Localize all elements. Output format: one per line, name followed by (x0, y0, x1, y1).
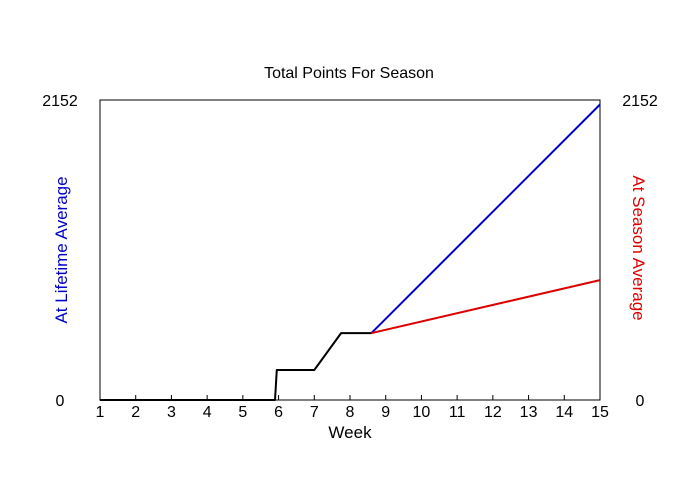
x-tick-label: 5 (238, 404, 247, 421)
y-axis-label-right: At Season Average (629, 175, 648, 320)
y-tick-label-left: 2152 (42, 93, 78, 110)
x-tick-label: 7 (310, 404, 319, 421)
y-axes: 0 2152 0 2152 (42, 93, 658, 410)
y-tick-label-right: 2152 (622, 93, 658, 110)
x-tick-label: 15 (591, 404, 609, 421)
x-tick-label: 6 (274, 404, 283, 421)
x-tick-label: 11 (449, 404, 466, 421)
x-axis-label: Week (328, 423, 372, 442)
x-tick-label: 1 (96, 404, 105, 421)
series-season-line (371, 279, 601, 335)
series-actual-line (100, 332, 372, 401)
x-tick-label: 13 (520, 404, 538, 421)
x-tick-label: 8 (346, 404, 355, 421)
y-tick-label-right: 0 (636, 393, 645, 410)
x-tick-label: 12 (484, 404, 502, 421)
x-tick-label: 3 (167, 404, 176, 421)
plot-frame (99, 99, 601, 401)
y-axis-label-left: At Lifetime Average (52, 176, 71, 323)
x-tick-label: 9 (381, 404, 390, 421)
chart-title: Total Points For Season (264, 65, 434, 82)
x-tick-label: 14 (555, 404, 573, 421)
x-tick-label: 2 (131, 404, 140, 421)
x-tick-label: 4 (203, 404, 212, 421)
x-axis: 1 2 3 4 5 6 7 8 9 10 11 12 13 14 15 (96, 395, 609, 421)
series-lifetime-line (370, 103, 601, 334)
x-tick-label: 10 (413, 404, 431, 421)
series-layer (100, 103, 601, 401)
y-tick-label-left: 0 (56, 393, 65, 410)
